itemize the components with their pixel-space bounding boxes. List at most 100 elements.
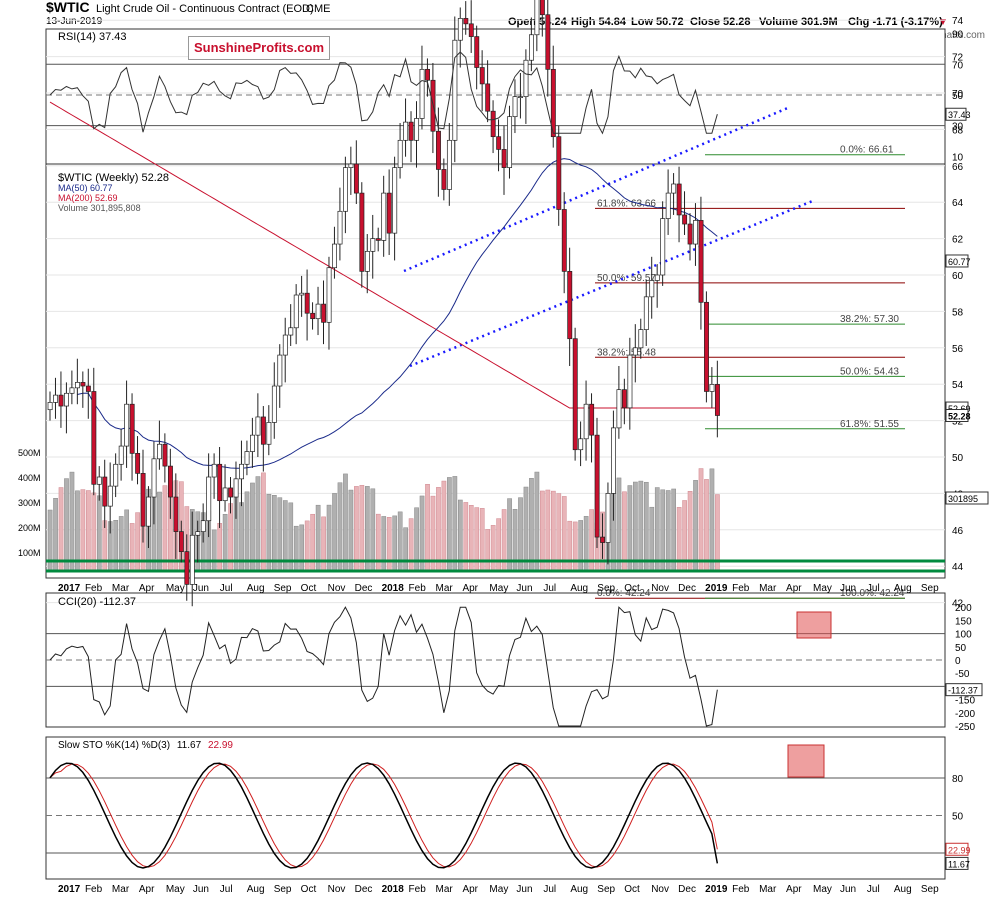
candle-body xyxy=(167,465,173,498)
sto-k-line xyxy=(49,762,719,869)
volume-bar xyxy=(365,486,370,571)
volume-bar xyxy=(337,482,343,571)
legend-entry: $WTIC (Weekly) 52.28 xyxy=(58,172,169,184)
xaxis-label: Dec xyxy=(678,583,696,594)
candle-body xyxy=(704,301,709,392)
change-arrow-icon: ▼ xyxy=(938,17,948,28)
volume-bar xyxy=(523,486,529,571)
volume-bar xyxy=(458,499,463,571)
candle-body xyxy=(441,169,447,190)
candle-body xyxy=(80,382,86,387)
price-tick-label: 68 xyxy=(952,125,964,136)
price-tick-label: 72 xyxy=(952,53,964,64)
volume-bar xyxy=(96,495,102,571)
candle-body xyxy=(250,434,255,452)
candle-body xyxy=(676,183,682,216)
candle-body xyxy=(173,496,179,532)
volume-bar xyxy=(507,498,512,571)
volume-bar xyxy=(447,477,452,571)
candle-body xyxy=(425,68,430,81)
price-tick-label: 60 xyxy=(952,271,964,282)
xaxis-label: Apr xyxy=(786,583,802,594)
fib-uptrend-label: 50.0%: 54.43 xyxy=(840,366,899,377)
xaxis-label: Apr xyxy=(139,583,155,594)
legend-entry: MA(50) 60.77 xyxy=(58,183,113,193)
price-tick-label: 54 xyxy=(952,380,964,391)
xaxis-label-bottom: Mar xyxy=(112,884,130,895)
rsi-tick-label: 50 xyxy=(952,91,964,102)
candle-body xyxy=(85,385,91,392)
candle-body xyxy=(643,296,649,330)
cci-tick-label: -50 xyxy=(955,669,970,680)
xaxis-label: Aug xyxy=(570,583,588,594)
volume-bar xyxy=(638,480,644,571)
volume-bar xyxy=(518,497,523,571)
xaxis-label: Sep xyxy=(921,583,939,594)
volume-bar xyxy=(244,491,250,571)
candle-body xyxy=(436,130,441,170)
candle-body xyxy=(217,463,223,502)
legend-entry: MA(200) 52.69 xyxy=(58,193,118,203)
xaxis-label-bottom: Dec xyxy=(678,884,696,895)
candle-body xyxy=(282,334,288,356)
xaxis-label: May xyxy=(166,583,185,594)
volume-bar xyxy=(419,495,425,571)
candle-body xyxy=(386,192,392,234)
candle-body xyxy=(594,434,600,538)
xaxis-label: Jun xyxy=(193,583,209,594)
cci-panel xyxy=(45,592,946,728)
candle-body xyxy=(370,238,376,252)
xaxis-label: Feb xyxy=(409,583,427,594)
xaxis-label: 2017 xyxy=(58,583,81,594)
candle-body xyxy=(211,463,217,478)
price-tick-label: 58 xyxy=(952,307,964,318)
cci-tick-label: 0 xyxy=(955,656,961,667)
candle-body xyxy=(463,18,469,25)
close-value: Close 52.28 xyxy=(690,16,751,28)
candle-body xyxy=(184,551,190,585)
xaxis-label: Nov xyxy=(651,583,669,594)
chart-date: 13-Jun-2019 xyxy=(46,16,103,27)
low-value: Low 50.72 xyxy=(631,16,684,28)
xaxis-label-bottom: Jul xyxy=(220,884,233,895)
volume-bar xyxy=(578,520,584,571)
price-tick-label: 66 xyxy=(952,162,964,173)
xaxis-label: 2018 xyxy=(382,583,405,594)
candle-body xyxy=(507,116,513,168)
rsi-panel xyxy=(45,28,946,165)
volume-value: Volume 301.9M xyxy=(759,16,838,28)
cci-tick-label: 200 xyxy=(955,603,972,614)
candle-body xyxy=(397,139,403,168)
candle-body xyxy=(534,0,540,36)
volume-bar xyxy=(299,524,305,571)
rsi-tick-label: 30 xyxy=(952,122,964,133)
sto-k-value: 11.67 xyxy=(177,740,202,751)
xaxis-label-bottom: Oct xyxy=(624,884,640,895)
volume-last-box xyxy=(945,491,989,505)
fib-downtrend-label: 61.8%: 63.66 xyxy=(597,198,656,209)
candle-body xyxy=(107,485,113,507)
fib-uptrend-label: 100.0%: 42.24 xyxy=(840,588,905,599)
candle-body xyxy=(408,121,414,141)
fib-downtrend-label: 38.2%: 55.48 xyxy=(597,347,656,358)
volume-bar xyxy=(86,490,91,571)
price-last-box xyxy=(945,254,969,268)
volume-tick-label: 200M xyxy=(18,523,41,533)
xaxis-label: Dec xyxy=(355,583,373,594)
volume-bar xyxy=(425,484,430,571)
xaxis-label: Jul xyxy=(543,583,556,594)
candle-body xyxy=(69,387,75,394)
candle-body xyxy=(446,139,452,190)
price-last-label: 52.28 xyxy=(948,412,971,422)
volume-bar xyxy=(69,471,75,571)
candle-body xyxy=(332,243,337,269)
price-tick-label: 50 xyxy=(952,453,964,464)
candle-body xyxy=(364,250,370,272)
xaxis-label: Jul xyxy=(867,583,880,594)
candle-body xyxy=(632,347,638,356)
candle-body xyxy=(151,458,157,498)
candle-body xyxy=(102,476,108,507)
volume-bar xyxy=(452,476,458,571)
candle-body xyxy=(561,209,567,272)
